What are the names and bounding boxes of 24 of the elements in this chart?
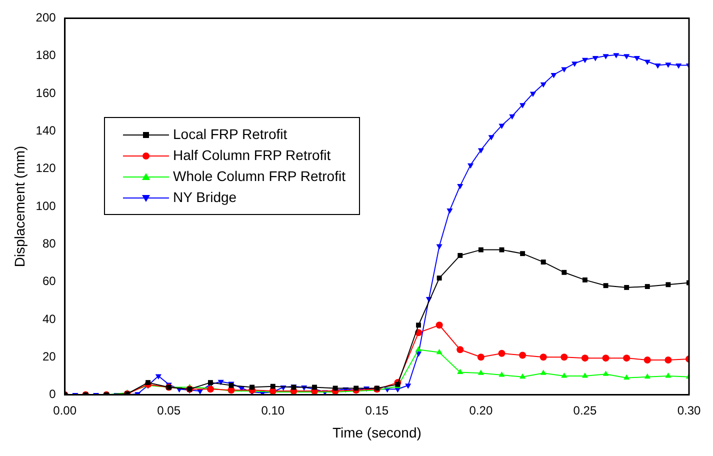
x-tick-label: 0.30: [677, 403, 701, 418]
legend-label: Whole Column FRP Retrofit: [173, 167, 346, 186]
y-tick-label: 120: [36, 161, 56, 176]
x-tick-label: 0.05: [157, 403, 181, 418]
y-tick-label: 140: [36, 123, 56, 138]
legend-label: NY Bridge: [173, 188, 237, 207]
legend-label: Half Column FRP Retrofit: [173, 146, 331, 165]
y-tick-label: 40: [42, 312, 56, 326]
x-tick-label: 0.15: [365, 403, 389, 418]
y-tick-label: 20: [42, 349, 56, 364]
y-tick-label: 60: [42, 274, 56, 288]
y-tick-label: 200: [36, 10, 56, 25]
x-tick-label: 0.00: [53, 403, 77, 418]
legend-label: Local FRP Retrofit: [173, 125, 288, 144]
y-tick-label: 80: [42, 236, 56, 250]
x-tick-label: 0.25: [573, 403, 597, 418]
y-tick-label: 100: [36, 198, 56, 213]
y-axis-title: Displacement (mm): [11, 146, 28, 268]
x-tick-label: 0.20: [469, 403, 493, 418]
y-tick-label: 0: [49, 387, 56, 402]
x-tick-label: 0.10: [261, 403, 285, 418]
x-axis-title: Time (second): [332, 424, 422, 440]
y-tick-label: 160: [36, 86, 56, 100]
y-tick-label: 180: [36, 48, 56, 62]
